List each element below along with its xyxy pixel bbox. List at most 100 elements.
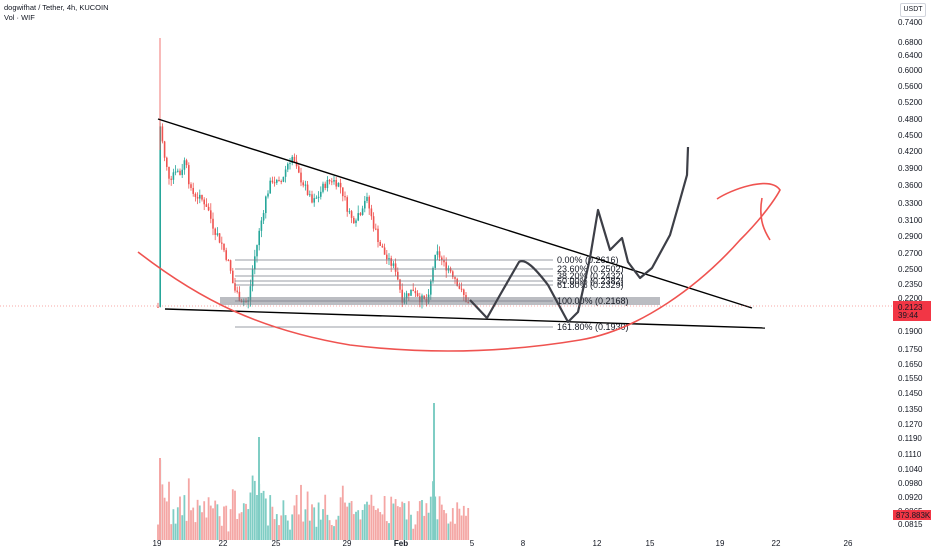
- fib-level-label: 50.00% (0.2382): [557, 276, 624, 286]
- fibonacci-retracement[interactable]: 0.00% (0.2616)23.60% (0.2502)38.20% (0.2…: [220, 255, 660, 332]
- candle-body: [388, 258, 390, 260]
- volume-bar: [401, 501, 404, 540]
- volume-bar: [157, 524, 159, 540]
- volume-bar: [388, 523, 390, 540]
- volume-bar: [381, 514, 384, 540]
- time-tick-label: 12: [593, 539, 602, 548]
- price-tick-label: 0.1750: [898, 345, 923, 354]
- candle-body: [269, 180, 271, 194]
- candle-body: [166, 157, 168, 167]
- price-tick-label: 0.0815: [898, 520, 923, 529]
- fib-level-label: 100.00% (0.2168): [557, 296, 629, 306]
- volume-bar: [390, 496, 393, 540]
- candle-body: [174, 171, 177, 173]
- candle-body: [436, 251, 439, 255]
- candle-body: [449, 268, 452, 272]
- volume-bar: [341, 485, 344, 540]
- candle-body: [386, 254, 388, 260]
- volume-bar: [322, 509, 324, 540]
- last-price-label: 0.2123: [898, 303, 923, 312]
- candle-body: [293, 156, 296, 162]
- candle-body: [232, 270, 234, 284]
- candle-body: [324, 183, 326, 188]
- last-price-badge: [893, 301, 931, 321]
- candle-body: [295, 161, 298, 167]
- candle-body: [168, 166, 170, 179]
- fib-level-label: 38.20% (0.2432): [557, 271, 624, 281]
- volume-bar: [311, 504, 313, 540]
- volume-bar: [438, 496, 441, 540]
- candle-body: [320, 191, 322, 197]
- candle-body: [190, 184, 192, 188]
- candle-body: [394, 263, 397, 272]
- volume-bar: [229, 509, 232, 540]
- volume-bar: [225, 505, 228, 540]
- price-tick-label: 0.4500: [898, 131, 923, 140]
- candle-body: [192, 187, 194, 194]
- volume-bar: [458, 508, 461, 540]
- candle-body: [443, 260, 445, 263]
- candle-body: [225, 250, 227, 260]
- volume-bar: [165, 501, 168, 540]
- price-tick-label: 0.4800: [898, 115, 923, 124]
- candle-body: [265, 196, 267, 214]
- price-tick-label: 0.1450: [898, 389, 923, 398]
- candle-body: [300, 172, 302, 183]
- volume-bar: [370, 494, 373, 540]
- volume-bar: [245, 503, 247, 540]
- volume-bar: [414, 524, 417, 540]
- candle-body: [258, 230, 260, 246]
- candle-body: [438, 251, 441, 258]
- time-tick-label: 22: [219, 539, 228, 548]
- candle-body: [159, 126, 161, 307]
- candle-body: [463, 289, 465, 295]
- price-axis[interactable]: 0.7400 0.6800 0.6400 0.6000 0.5600 0.5200 0.48…: [898, 18, 923, 529]
- candle-body: [205, 204, 208, 207]
- candle-body: [313, 198, 315, 203]
- candle-body: [280, 181, 282, 183]
- volume-bar: [159, 458, 161, 540]
- candle-body: [238, 291, 241, 302]
- time-tick-label: Feb: [394, 539, 408, 548]
- candle-body: [414, 291, 417, 294]
- time-axis[interactable]: 19 22 25 29 Feb 5 8 12 15 19 22 26: [153, 539, 853, 548]
- drawings[interactable]: [137, 118, 781, 352]
- candle-body: [216, 233, 219, 235]
- projected-path: [469, 146, 690, 324]
- candle-body: [328, 179, 331, 182]
- curve-tail: [760, 197, 771, 241]
- candle-body: [344, 196, 346, 198]
- volume-bar: [284, 515, 287, 540]
- candle-body: [434, 254, 436, 268]
- volume-bar: [396, 506, 399, 540]
- volume-bar: [447, 523, 450, 540]
- candle-body: [366, 196, 368, 201]
- volume-bar: [392, 503, 395, 540]
- candle-body: [405, 293, 408, 299]
- volume-bar: [258, 437, 260, 540]
- volume-bar: [385, 521, 388, 540]
- price-tick-label: 0.2200: [898, 294, 923, 303]
- volume-bar: [234, 490, 236, 540]
- price-tick-label: 0.3100: [898, 216, 923, 225]
- volume-bar: [368, 504, 371, 540]
- volume-bar: [335, 519, 338, 540]
- candle-body: [212, 218, 214, 229]
- candle-body: [377, 228, 379, 243]
- volume-bar: [451, 508, 454, 540]
- candle-body: [254, 256, 256, 270]
- candle-body: [337, 182, 340, 187]
- candle-body: [262, 213, 265, 221]
- currency-button[interactable]: USDT: [900, 3, 926, 17]
- time-tick-label: 19: [716, 539, 725, 548]
- volume-bars: [157, 403, 470, 540]
- candle-body: [353, 217, 355, 224]
- candle-body: [432, 267, 434, 282]
- candle-body: [207, 206, 210, 211]
- volume-bar: [203, 501, 206, 540]
- price-tick-label: 0.6000: [898, 66, 923, 75]
- candle-body: [273, 182, 276, 184]
- price-tick-label: 0.5600: [898, 82, 923, 91]
- candle-body: [372, 216, 375, 229]
